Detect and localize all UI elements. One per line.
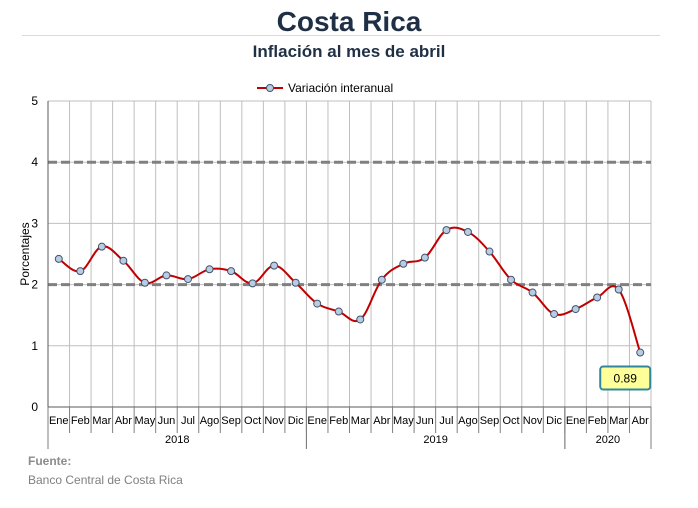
y-axis-label: Porcentajes <box>18 222 32 285</box>
x-tick-label: May <box>135 415 156 427</box>
data-point <box>528 288 537 297</box>
data-point <box>356 315 365 324</box>
data-point <box>97 242 106 251</box>
x-tick-label: Ago <box>200 415 220 427</box>
x-tick-label: Jun <box>158 415 176 427</box>
data-point <box>291 278 300 287</box>
data-point <box>485 247 494 256</box>
data-point <box>162 271 171 280</box>
x-tick-label: Dic <box>288 415 304 427</box>
x-tick-label: Mar <box>351 415 370 427</box>
x-tick-label: Jul <box>181 415 195 427</box>
source-label: Fuente: <box>28 454 72 468</box>
data-point <box>571 305 580 314</box>
x-tick-label: Jul <box>439 415 453 427</box>
x-tick-label: Abr <box>115 415 132 427</box>
y-tick-label: 1 <box>31 339 38 353</box>
data-point <box>334 307 343 316</box>
x-tick-label: Ene <box>566 415 586 427</box>
x-tick-label: Dic <box>546 415 562 427</box>
year-label: 2020 <box>596 434 620 446</box>
y-tick-label: 2 <box>31 278 38 292</box>
data-point <box>377 275 386 284</box>
data-point <box>205 265 214 274</box>
data-point <box>248 279 257 288</box>
x-tick-label: Sep <box>221 415 241 427</box>
x-tick-label: Sep <box>480 415 500 427</box>
x-tick-label: Nov <box>264 415 284 427</box>
x-tick-label: Oct <box>502 415 519 427</box>
data-point <box>54 254 63 263</box>
x-tick-label: Feb <box>71 415 90 427</box>
x-tick-label: Feb <box>329 415 348 427</box>
x-tick-label: Ago <box>458 415 478 427</box>
x-tick-label: Abr <box>373 415 390 427</box>
year-label: 2018 <box>165 434 189 446</box>
x-tick-label: Jun <box>416 415 434 427</box>
series-line-variacion-interanual <box>58 226 642 353</box>
data-point <box>270 261 279 270</box>
y-tick-label: 0 <box>31 400 38 414</box>
data-point <box>76 267 85 276</box>
chart-subtitle: Inflación al mes de abril <box>252 42 446 61</box>
data-point <box>313 299 322 308</box>
data-point <box>636 348 645 357</box>
data-point <box>614 285 623 294</box>
data-point <box>399 259 408 268</box>
x-tick-label: Mar <box>609 415 628 427</box>
data-point <box>420 253 429 262</box>
x-tick-label: Ene <box>307 415 327 427</box>
data-point <box>463 227 472 236</box>
source-text: Banco Central de Costa Rica <box>28 473 183 487</box>
data-point <box>593 293 602 302</box>
data-point <box>507 275 516 284</box>
value-callout-label: 0.89 <box>614 372 638 386</box>
data-point <box>227 267 236 276</box>
data-point <box>183 275 192 284</box>
legend-label: Variación interanual <box>288 81 393 95</box>
x-tick-label: Nov <box>523 415 543 427</box>
legend-marker <box>266 84 274 92</box>
x-tick-label: Oct <box>244 415 261 427</box>
y-tick-label: 5 <box>31 94 38 108</box>
chart-title: Costa Rica <box>276 6 422 37</box>
y-tick-label: 3 <box>31 216 38 230</box>
x-tick-label: May <box>393 415 414 427</box>
data-point <box>550 309 559 318</box>
year-label: 2019 <box>423 434 447 446</box>
data-point <box>442 226 451 235</box>
data-point <box>140 278 149 287</box>
data-point <box>119 256 128 265</box>
value-callout-box <box>599 365 652 391</box>
x-tick-label: Mar <box>92 415 111 427</box>
y-tick-label: 4 <box>31 155 38 169</box>
title-divider <box>22 35 660 36</box>
x-tick-label: Feb <box>588 415 607 427</box>
x-tick-label: Ene <box>49 415 69 427</box>
x-tick-label: Abr <box>632 415 649 427</box>
